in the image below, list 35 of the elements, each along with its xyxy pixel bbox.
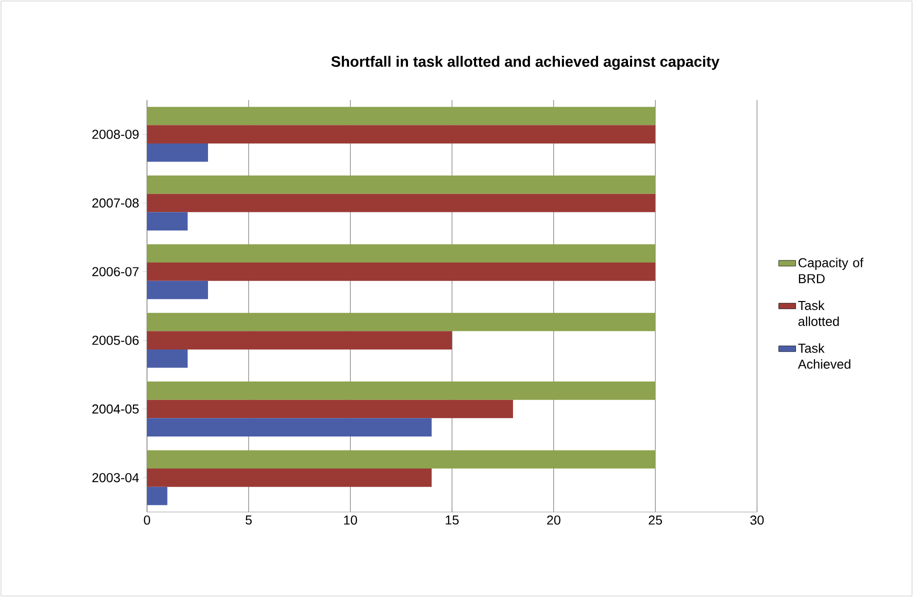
bar — [147, 400, 514, 418]
bar — [147, 312, 656, 332]
x-tick-label: 30 — [750, 516, 764, 525]
x-tick-label: 25 — [648, 516, 662, 525]
bar — [147, 486, 168, 506]
bar — [147, 125, 656, 144]
bar — [147, 106, 656, 126]
x-tick-label: 15 — [446, 516, 459, 525]
chart-title: Shortfall in task allotted and achieved against capacity — [331, 56, 720, 70]
bar — [147, 143, 208, 162]
bar — [147, 262, 656, 281]
x-tick-label: 10 — [344, 516, 358, 525]
y-tick-label: 2006-07 — [92, 267, 139, 276]
bar — [147, 331, 452, 350]
y-tick-label: 2007-08 — [92, 198, 139, 208]
y-tick-label: 2005-06 — [92, 336, 139, 345]
bar — [147, 212, 188, 230]
bar — [147, 418, 432, 436]
x-tick-label: 20 — [547, 516, 560, 525]
x-tick-label: 0 — [144, 516, 150, 525]
bar — [147, 382, 656, 400]
y-tick-label: 2008-09 — [92, 130, 139, 139]
bar — [147, 194, 656, 212]
y-tick-label: 2004-05 — [92, 404, 139, 414]
x-tick-label: 5 — [246, 516, 252, 525]
bar — [147, 244, 656, 263]
y-tick-label: 2003-04 — [92, 473, 139, 482]
bar — [147, 280, 208, 300]
legend-label: Capacity of BRD — [798, 258, 864, 284]
legend-label: Task Achieved — [798, 343, 850, 369]
bar — [147, 349, 188, 368]
bar — [147, 468, 432, 487]
bar — [147, 450, 656, 469]
bar — [147, 176, 656, 194]
legend-label: Task allotted — [798, 300, 839, 326]
